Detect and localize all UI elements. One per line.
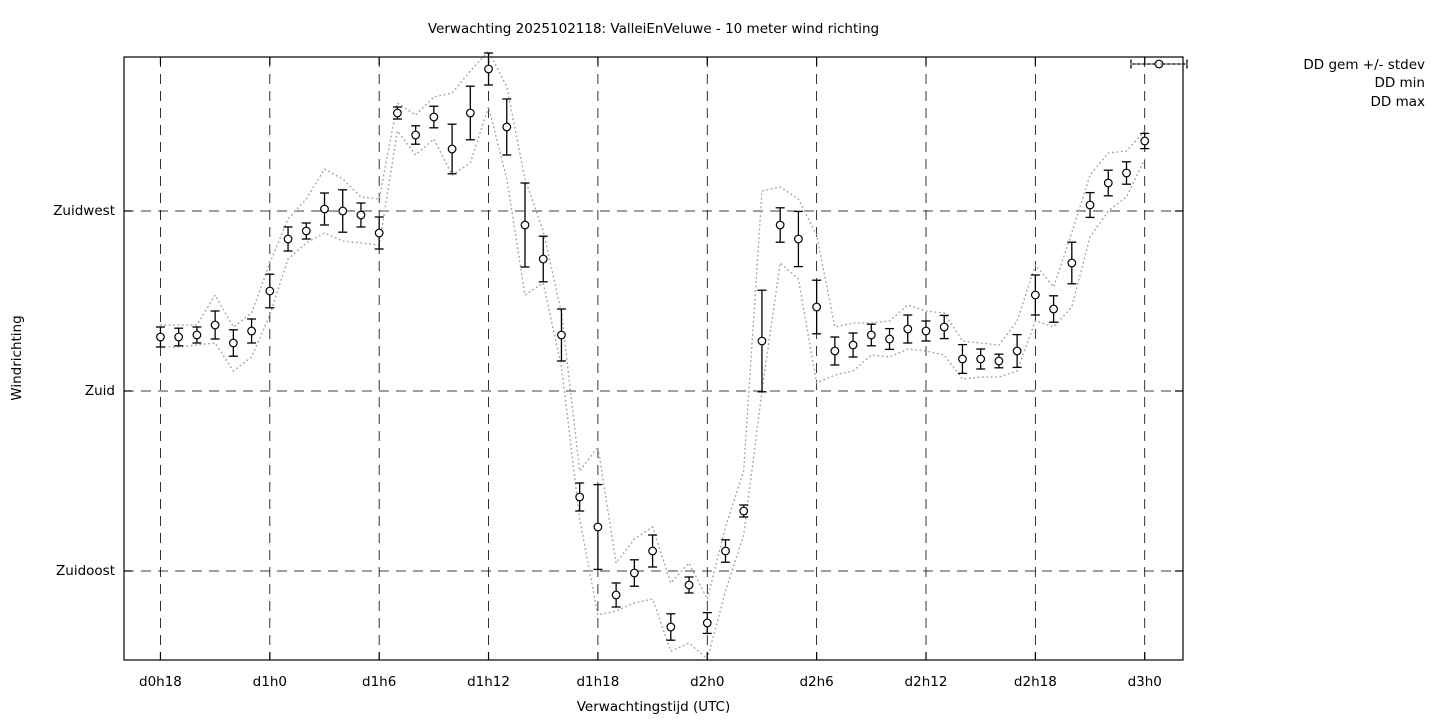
data-point xyxy=(721,546,730,556)
legend-label-dd-max: DD max xyxy=(1370,93,1426,110)
data-point xyxy=(338,206,348,216)
data-point xyxy=(866,330,876,340)
data-point xyxy=(739,506,749,516)
x-tick-label: d2h0 xyxy=(690,674,725,690)
data-point xyxy=(1067,258,1077,268)
data-point xyxy=(1030,290,1040,300)
plot-border xyxy=(123,56,1184,661)
data-point xyxy=(174,332,184,342)
x-tick-label: d2h6 xyxy=(799,674,834,690)
data-point xyxy=(283,234,293,244)
data-point xyxy=(1140,136,1150,146)
legend-dotted-max-sample-icon xyxy=(1130,63,1188,65)
data-point xyxy=(393,108,402,118)
data-point xyxy=(593,522,603,532)
legend-entry-dd-max: DD max xyxy=(1120,63,1426,111)
data-point xyxy=(994,356,1004,366)
y-tick-label: Zuidoost xyxy=(56,563,115,579)
y-tick-label: Zuidwest xyxy=(53,203,115,219)
legend-label-dd-min: DD min xyxy=(1374,75,1425,92)
data-point xyxy=(611,590,621,600)
legend-label-dd-gem: DD gem +/- stdev xyxy=(1303,57,1425,74)
data-point xyxy=(228,338,238,348)
data-point xyxy=(1103,178,1113,188)
data-point xyxy=(320,204,329,214)
data-point xyxy=(192,330,202,340)
data-point xyxy=(1049,304,1058,314)
data-point xyxy=(429,112,439,122)
chart-title: Verwachting 2025102118: ValleiEnVeluwe -… xyxy=(427,21,880,37)
y-tick-label: Zuid xyxy=(84,383,115,399)
data-point xyxy=(484,64,493,74)
data-point xyxy=(301,226,311,236)
data-point xyxy=(976,354,986,364)
data-point xyxy=(557,330,566,340)
data-point xyxy=(502,122,512,132)
data-point xyxy=(356,210,366,220)
data-point xyxy=(958,354,967,364)
data-point xyxy=(812,302,822,312)
data-point xyxy=(1122,168,1131,178)
x-tick-label: d1h18 xyxy=(576,674,620,690)
x-axis-label: Verwachtingstijd (UTC) xyxy=(576,699,731,715)
data-point xyxy=(903,324,913,334)
dd-min-line xyxy=(159,104,1146,661)
data-point xyxy=(921,326,931,336)
data-point xyxy=(830,346,840,356)
data-point xyxy=(702,618,712,628)
data-point xyxy=(629,568,639,578)
data-point xyxy=(247,326,256,336)
legend: DD gem +/- stdev DD min DD max xyxy=(1120,56,1425,111)
x-tick-label: d2h12 xyxy=(904,674,948,690)
data-point xyxy=(520,220,530,230)
x-tick-label: d0h18 xyxy=(139,674,182,690)
data-point xyxy=(775,220,785,230)
data-point xyxy=(265,286,275,296)
data-point xyxy=(1085,200,1095,210)
x-tick-label: d1h12 xyxy=(467,674,510,690)
data-point xyxy=(538,254,548,264)
legend-entry-dd-min: DD min xyxy=(1120,63,1425,92)
data-point xyxy=(885,334,894,344)
x-tick-label: d2h18 xyxy=(1013,674,1057,690)
data-point xyxy=(465,108,475,118)
data-point xyxy=(939,322,949,332)
x-tick-label: d1h0 xyxy=(252,674,287,690)
data-point xyxy=(1012,346,1022,356)
data-point xyxy=(794,234,803,244)
dd-max-line xyxy=(159,49,1146,602)
data-point xyxy=(575,492,585,502)
data-point xyxy=(757,336,767,346)
x-tick-label: d1h6 xyxy=(362,674,397,690)
data-point xyxy=(648,546,657,556)
data-point xyxy=(684,580,694,590)
x-tick-label: d3h0 xyxy=(1127,674,1162,690)
data-point xyxy=(374,228,384,238)
data-point xyxy=(411,130,421,140)
data-point xyxy=(447,144,457,154)
data-point xyxy=(210,320,220,330)
data-point xyxy=(848,340,858,350)
data-point xyxy=(156,332,165,342)
data-point xyxy=(666,622,676,632)
